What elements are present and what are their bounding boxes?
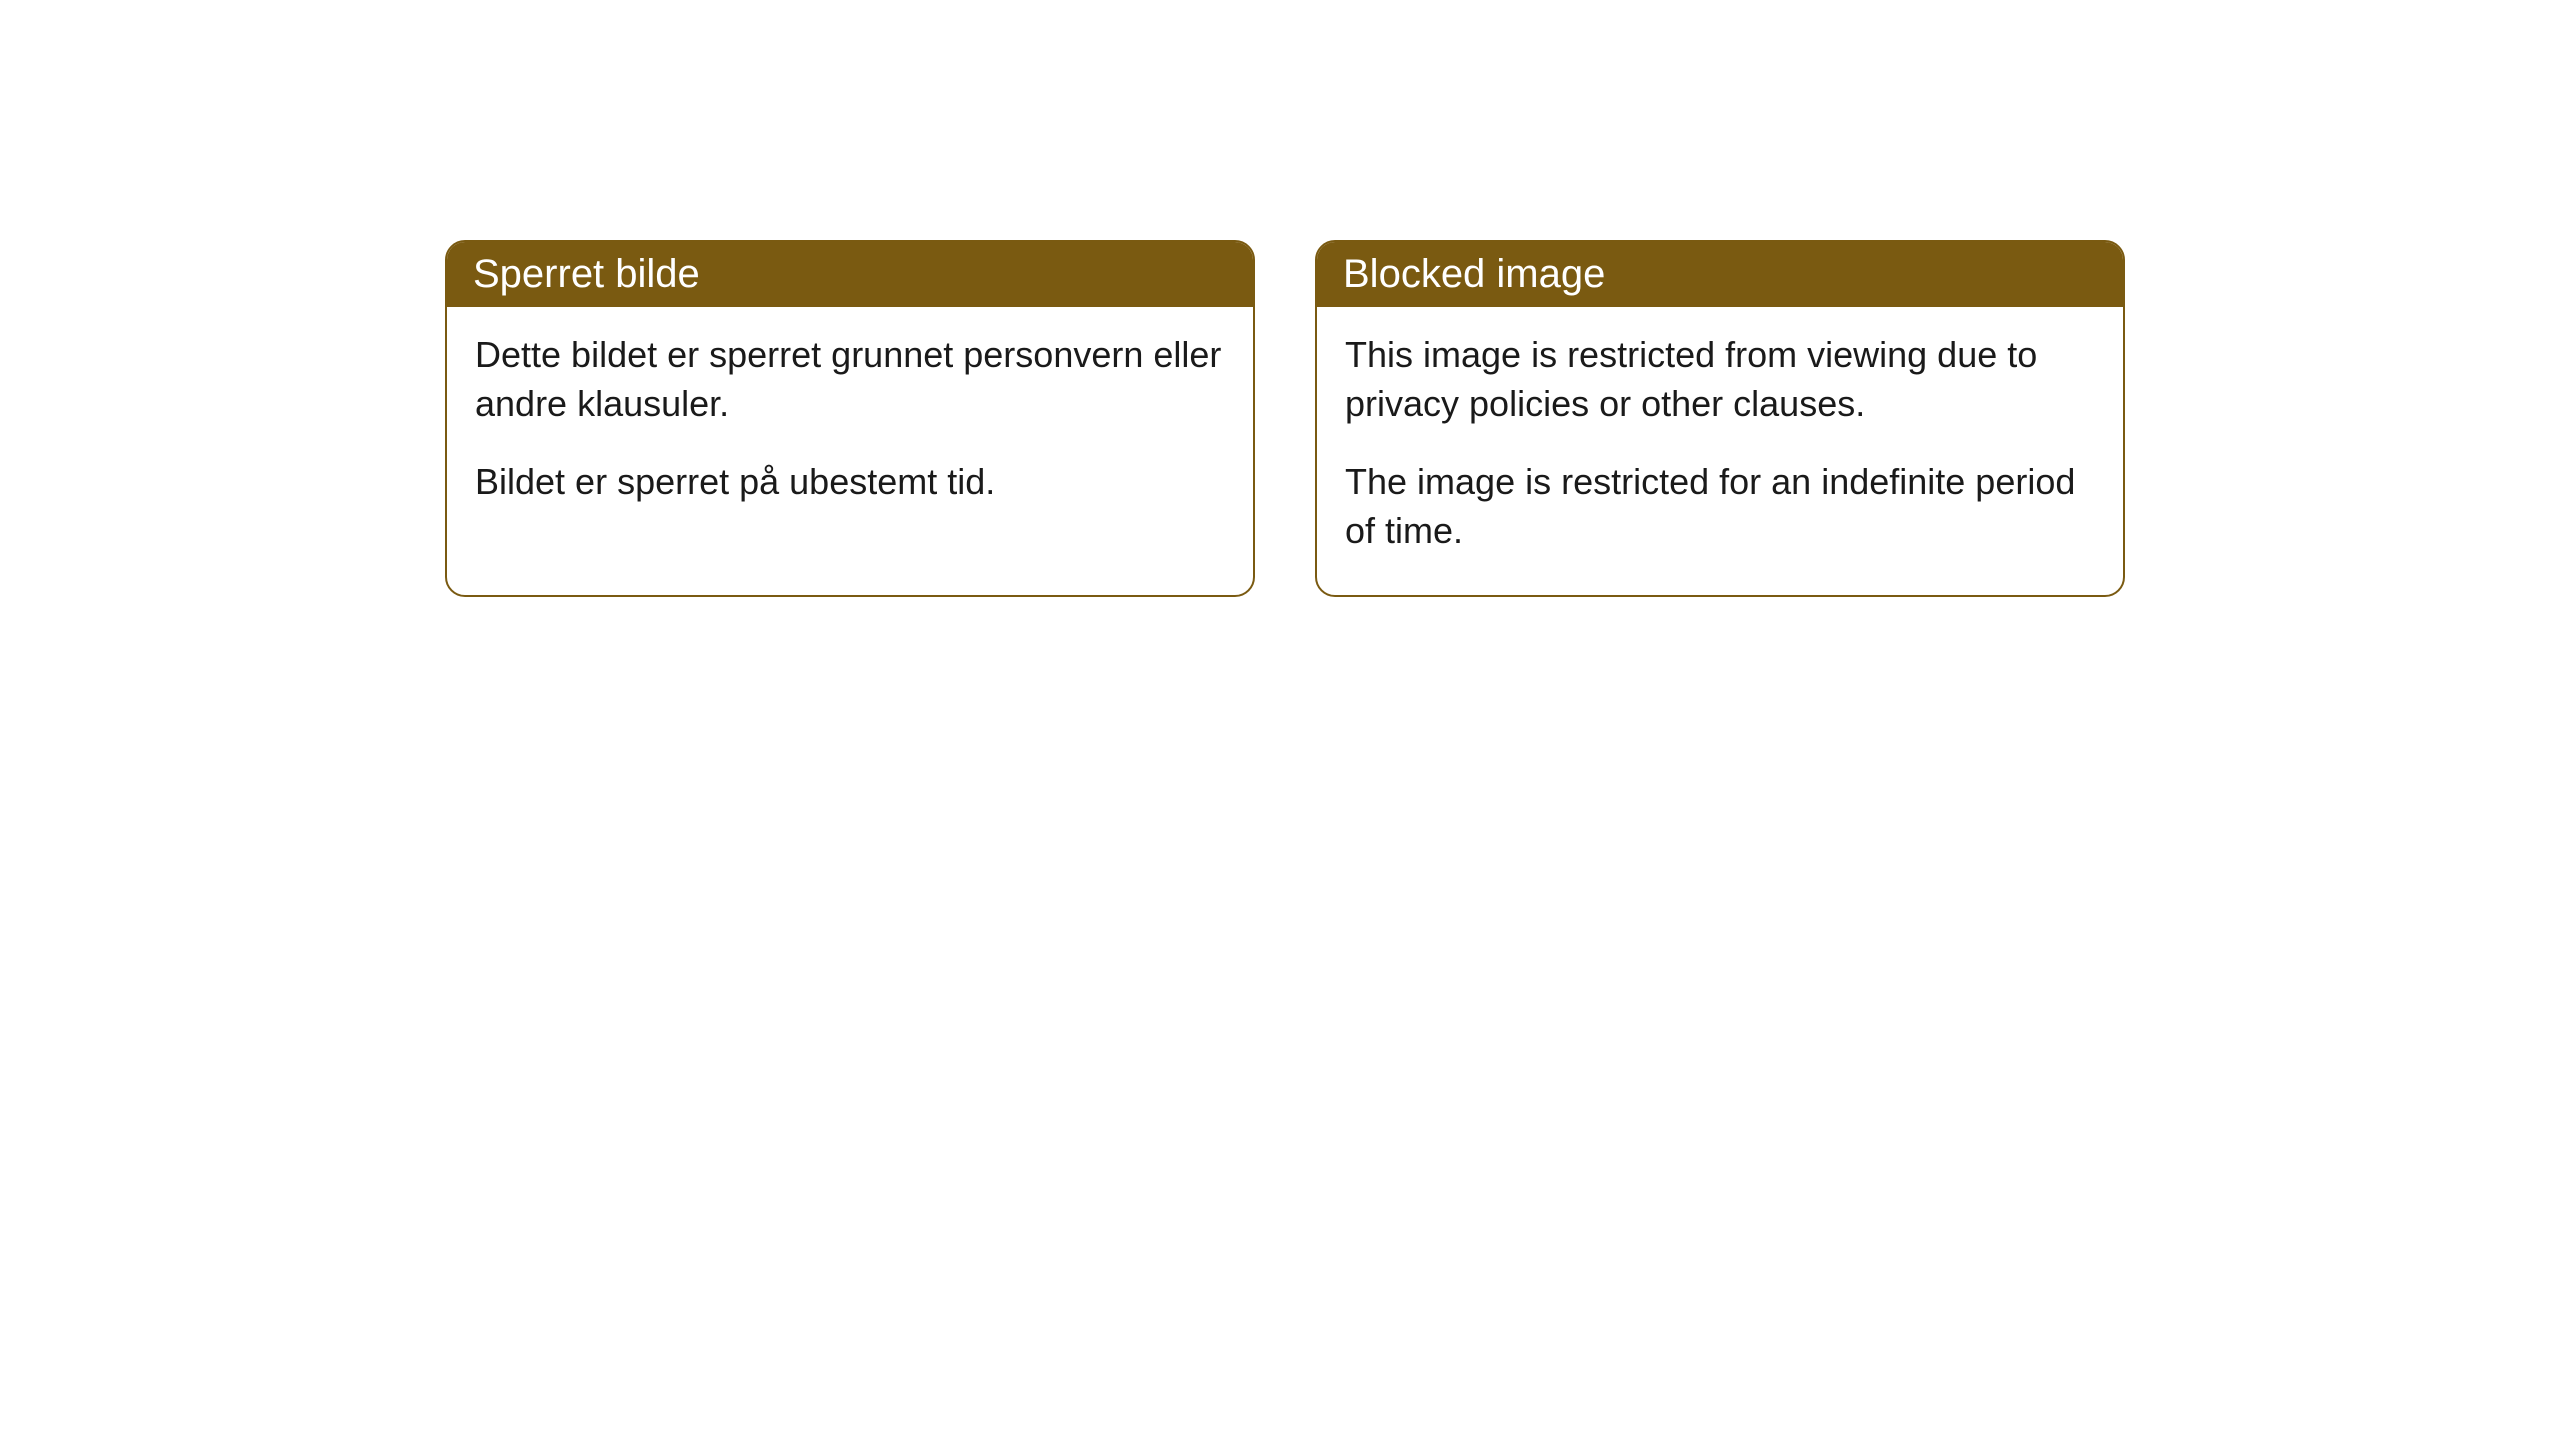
blocked-image-card-norwegian: Sperret bilde Dette bildet er sperret gr… [445, 240, 1255, 597]
card-paragraph-1: Dette bildet er sperret grunnet personve… [475, 331, 1225, 428]
card-header: Blocked image [1317, 242, 2123, 307]
cards-container: Sperret bilde Dette bildet er sperret gr… [445, 240, 2125, 597]
card-body: Dette bildet er sperret grunnet personve… [447, 307, 1253, 547]
card-body: This image is restricted from viewing du… [1317, 307, 2123, 595]
blocked-image-card-english: Blocked image This image is restricted f… [1315, 240, 2125, 597]
card-title: Sperret bilde [473, 252, 700, 296]
card-paragraph-1: This image is restricted from viewing du… [1345, 331, 2095, 428]
card-title: Blocked image [1343, 252, 1605, 296]
card-paragraph-2: Bildet er sperret på ubestemt tid. [475, 458, 1225, 507]
card-header: Sperret bilde [447, 242, 1253, 307]
card-paragraph-2: The image is restricted for an indefinit… [1345, 458, 2095, 555]
